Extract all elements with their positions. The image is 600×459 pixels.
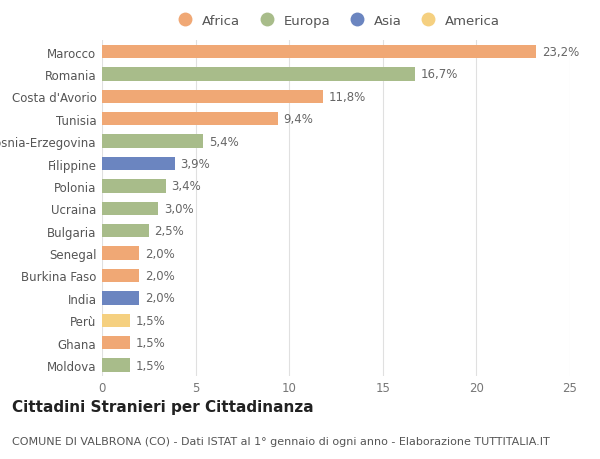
Text: 3,4%: 3,4%	[171, 180, 201, 193]
Bar	[102, 68, 415, 82]
Text: 9,4%: 9,4%	[284, 113, 313, 126]
Bar	[102, 202, 158, 216]
Text: 2,5%: 2,5%	[154, 225, 184, 238]
Bar	[102, 336, 130, 350]
Text: COMUNE DI VALBRONA (CO) - Dati ISTAT al 1° gennaio di ogni anno - Elaborazione T: COMUNE DI VALBRONA (CO) - Dati ISTAT al …	[12, 436, 550, 446]
Bar	[102, 180, 166, 193]
Text: 1,5%: 1,5%	[136, 314, 166, 327]
Text: 23,2%: 23,2%	[542, 46, 579, 59]
Text: 11,8%: 11,8%	[329, 91, 366, 104]
Bar	[102, 157, 175, 171]
Text: 16,7%: 16,7%	[420, 68, 458, 81]
Text: 1,5%: 1,5%	[136, 359, 166, 372]
Text: 2,0%: 2,0%	[145, 247, 175, 260]
Text: 1,5%: 1,5%	[136, 336, 166, 349]
Bar	[102, 247, 139, 260]
Text: 5,4%: 5,4%	[209, 135, 238, 148]
Text: 2,0%: 2,0%	[145, 269, 175, 282]
Bar	[102, 224, 149, 238]
Bar	[102, 90, 323, 104]
Legend: Africa, Europa, Asia, America: Africa, Europa, Asia, America	[172, 15, 500, 28]
Bar	[102, 291, 139, 305]
Bar	[102, 113, 278, 126]
Text: 3,0%: 3,0%	[164, 202, 193, 215]
Bar	[102, 314, 130, 327]
Bar	[102, 46, 536, 59]
Bar	[102, 269, 139, 283]
Bar	[102, 135, 203, 149]
Bar	[102, 358, 130, 372]
Text: 2,0%: 2,0%	[145, 292, 175, 305]
Text: Cittadini Stranieri per Cittadinanza: Cittadini Stranieri per Cittadinanza	[12, 399, 314, 414]
Text: 3,9%: 3,9%	[181, 158, 211, 171]
